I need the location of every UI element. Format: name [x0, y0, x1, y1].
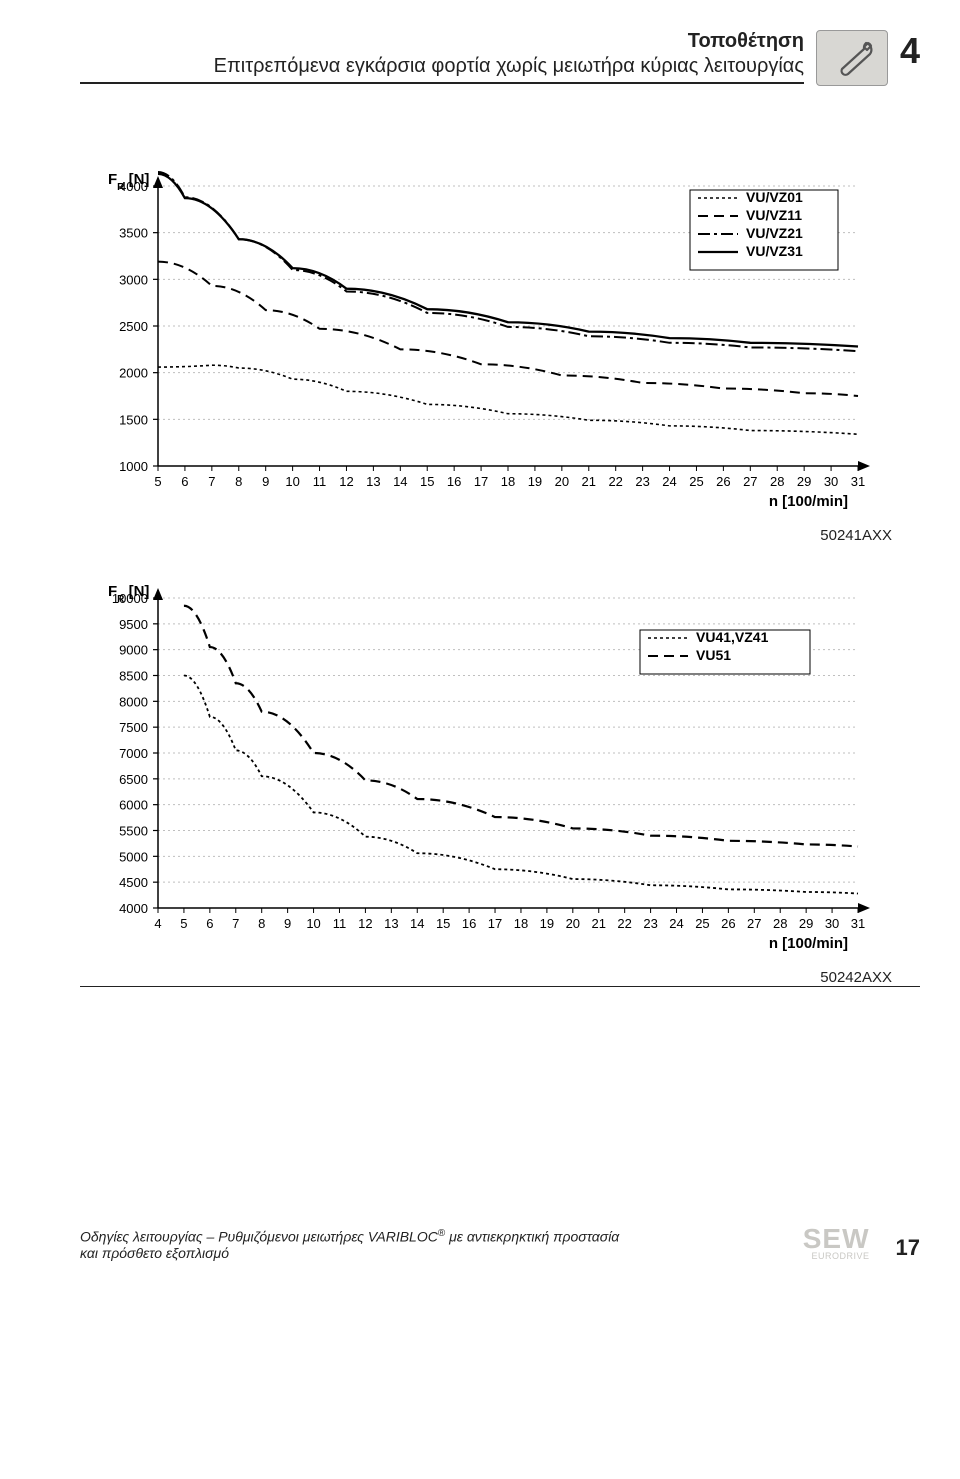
svg-text:VU51: VU51 [696, 647, 731, 663]
svg-text:21: 21 [592, 916, 606, 931]
svg-text:12: 12 [358, 916, 372, 931]
svg-text:9: 9 [262, 474, 269, 489]
svg-text:VU/VZ31: VU/VZ31 [746, 243, 803, 259]
svg-text:2500: 2500 [119, 319, 148, 334]
svg-text:n [100/min]: n [100/min] [769, 935, 848, 952]
header-subtitle: Επιτρεπόμενα εγκάρσια φορτία χωρίς μειωτ… [80, 55, 804, 78]
svg-text:7500: 7500 [119, 720, 148, 735]
svg-text:VU/VZ11: VU/VZ11 [746, 207, 802, 223]
svg-text:6: 6 [206, 916, 213, 931]
chart1-caption: 50241AXX [80, 527, 920, 544]
svg-text:5: 5 [154, 474, 161, 489]
svg-text:6500: 6500 [119, 772, 148, 787]
header-title: Τοποθέτηση [80, 30, 804, 53]
svg-text:8: 8 [235, 474, 242, 489]
svg-text:14: 14 [393, 474, 407, 489]
svg-text:31: 31 [851, 916, 865, 931]
svg-text:3500: 3500 [119, 226, 148, 241]
svg-text:4500: 4500 [119, 875, 148, 890]
svg-text:VU/VZ21: VU/VZ21 [746, 225, 803, 241]
svg-text:28: 28 [773, 916, 787, 931]
chapter-number: 4 [900, 30, 920, 72]
svg-text:3000: 3000 [119, 272, 148, 287]
svg-text:26: 26 [721, 916, 735, 931]
svg-text:9: 9 [284, 916, 291, 931]
svg-text:11: 11 [313, 474, 327, 489]
svg-text:30: 30 [824, 474, 838, 489]
svg-text:24: 24 [669, 916, 683, 931]
svg-text:13: 13 [384, 916, 398, 931]
svg-text:23: 23 [643, 916, 657, 931]
svg-text:8000: 8000 [119, 694, 148, 709]
svg-text:10: 10 [306, 916, 320, 931]
svg-text:7: 7 [232, 916, 239, 931]
svg-text:1000: 1000 [119, 459, 148, 474]
svg-text:19: 19 [528, 474, 542, 489]
svg-text:29: 29 [797, 474, 811, 489]
svg-text:15: 15 [436, 916, 450, 931]
svg-text:2000: 2000 [119, 366, 148, 381]
svg-text:7: 7 [208, 474, 215, 489]
chart-1: 1000150020002500300035004000567891011121… [80, 166, 920, 544]
svg-text:4000: 4000 [119, 901, 148, 916]
svg-text:27: 27 [747, 916, 761, 931]
chart-2: 4000 4500 5000 5500 6000 6500 7000 7500 8000 8500… [80, 578, 920, 986]
svg-text:14: 14 [410, 916, 424, 931]
svg-text:17: 17 [474, 474, 488, 489]
page-number: 17 [896, 1235, 920, 1261]
svg-text:27: 27 [743, 474, 757, 489]
svg-text:16: 16 [447, 474, 461, 489]
page-footer: Οδηγίες λειτουργίας – Ρυθμιζόμενοι μειωτ… [80, 986, 920, 1261]
svg-text:15: 15 [420, 474, 434, 489]
svg-text:26: 26 [716, 474, 730, 489]
svg-text:18: 18 [514, 916, 528, 931]
svg-text:10: 10 [285, 474, 299, 489]
svg-text:16: 16 [462, 916, 476, 931]
svg-text:19: 19 [540, 916, 554, 931]
svg-text:29: 29 [799, 916, 813, 931]
svg-text:24: 24 [662, 474, 676, 489]
footer-text: Οδηγίες λειτουργίας – Ρυθμιζόμενοι μειωτ… [80, 1228, 783, 1261]
svg-text:28: 28 [770, 474, 784, 489]
svg-text:20: 20 [555, 474, 569, 489]
svg-text:6000: 6000 [119, 798, 148, 813]
svg-text:5: 5 [180, 916, 187, 931]
svg-text:VU/VZ01: VU/VZ01 [746, 189, 803, 205]
chart2-caption: 50242AXX [80, 969, 920, 986]
svg-text:8500: 8500 [119, 669, 148, 684]
header-rule [80, 82, 804, 84]
svg-text:9500: 9500 [119, 617, 148, 632]
svg-text:23: 23 [635, 474, 649, 489]
svg-text:VU41,VZ41: VU41,VZ41 [696, 629, 769, 645]
svg-text:1500: 1500 [119, 412, 148, 427]
page-header: Τοποθέτηση Επιτρεπόμενα εγκάρσια φορτία … [80, 30, 920, 86]
svg-text:5500: 5500 [119, 824, 148, 839]
svg-text:11: 11 [333, 916, 347, 931]
svg-text:25: 25 [695, 916, 709, 931]
svg-text:4: 4 [154, 916, 161, 931]
svg-text:30: 30 [825, 916, 839, 931]
svg-text:31: 31 [851, 474, 865, 489]
svg-text:9000: 9000 [119, 643, 148, 658]
svg-text:22: 22 [608, 474, 622, 489]
sew-logo: SEW EURODRIVE [803, 1227, 870, 1261]
wrench-icon [816, 30, 888, 86]
svg-text:8: 8 [258, 916, 265, 931]
svg-text:18: 18 [501, 474, 515, 489]
svg-text:7000: 7000 [119, 746, 148, 761]
svg-text:22: 22 [617, 916, 631, 931]
svg-text:21: 21 [582, 474, 596, 489]
svg-text:17: 17 [488, 916, 502, 931]
svg-text:20: 20 [566, 916, 580, 931]
svg-text:6: 6 [181, 474, 188, 489]
svg-text:13: 13 [366, 474, 380, 489]
svg-text:n [100/min]: n [100/min] [769, 493, 848, 510]
svg-text:25: 25 [689, 474, 703, 489]
svg-text:12: 12 [339, 474, 353, 489]
svg-text:5000: 5000 [119, 849, 148, 864]
